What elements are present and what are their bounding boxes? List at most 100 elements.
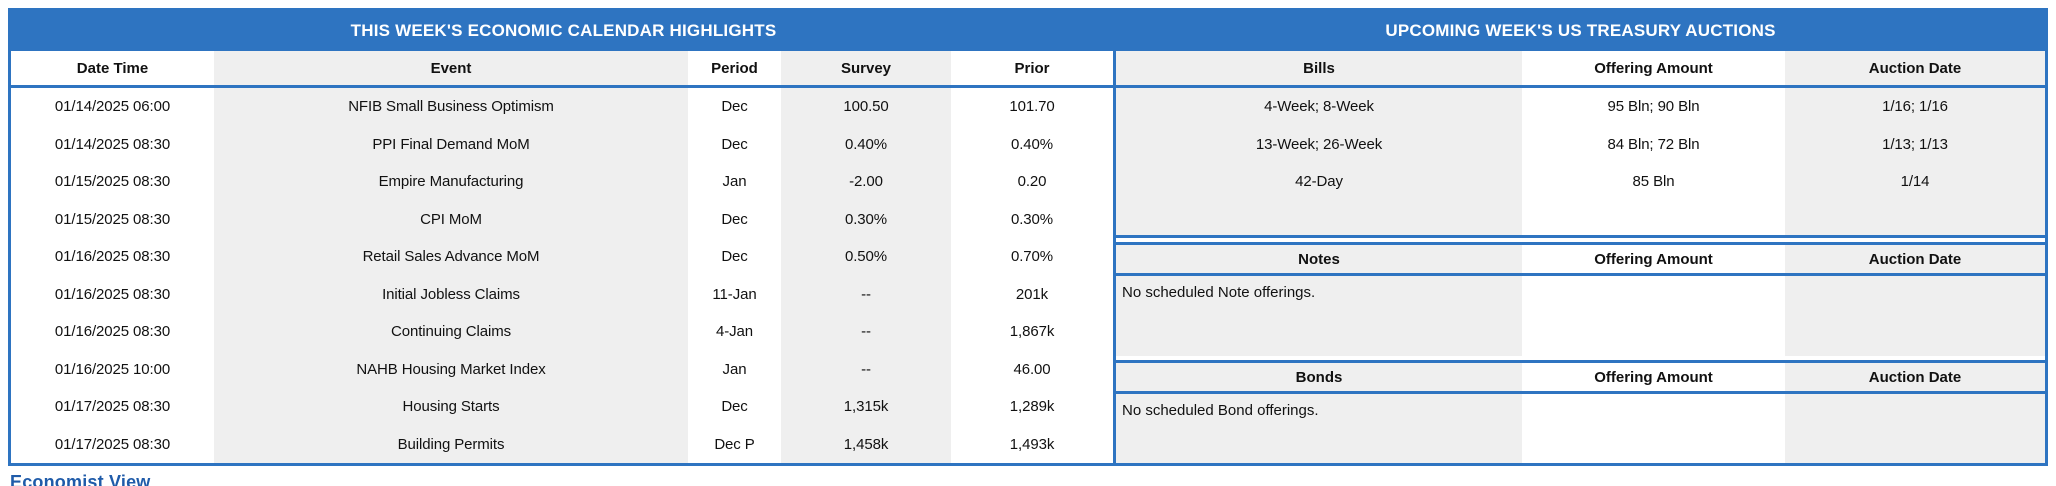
table-cell: 11-Jan — [712, 285, 757, 303]
treasury-auctions-title: UPCOMING WEEK'S US TREASURY AUCTIONS — [1385, 21, 1776, 40]
col-header-auction-date: Auction Date — [1868, 250, 1962, 268]
table-cell: 01/16/2025 08:30 — [54, 285, 171, 303]
calendar-auctions-panel: THIS WEEK'S ECONOMIC CALENDAR HIGHLIGHTS… — [8, 8, 2048, 466]
table-cell: 01/14/2025 06:00 — [54, 98, 171, 116]
table-cell: 4-Week; 8-Week — [1264, 98, 1374, 116]
table-cell: Housing Starts — [402, 398, 500, 416]
table-cell: 1,315k — [843, 398, 889, 416]
table-cell: 1,458k — [843, 435, 889, 453]
table-cell: 1,867k — [1009, 323, 1055, 341]
section-gap — [1116, 238, 2045, 242]
table-cell: Dec P — [714, 435, 755, 453]
col-header-event: Event — [430, 59, 472, 77]
col-header-auction-date: Auction Date — [1868, 368, 1962, 386]
table-cell: 101.70 — [1009, 98, 1055, 116]
table-cell: 01/14/2025 08:30 — [54, 135, 171, 153]
treasury-auctions-body: 4-Week; 8-Week 95 Bln; 90 Bln 1/16; 1/16 13… — [1116, 88, 2045, 463]
table-row: 01/17/2025 08:30 Housing Starts Dec 1,315k 1… — [11, 388, 1113, 426]
notes-empty-message: No scheduled Note offerings. — [1122, 284, 1316, 301]
col-header-notes: Notes — [1298, 250, 1340, 268]
col-header-survey: Survey — [840, 59, 892, 77]
table-cell: 0.40% — [1010, 135, 1054, 153]
table-row: 01/17/2025 08:30 Building Permits Dec P 1,4… — [11, 426, 1113, 464]
bonds-empty-message: No scheduled Bond offerings. — [1122, 402, 1319, 419]
table-cell: CPI MoM — [420, 210, 482, 228]
economic-calendar-table: 01/14/2025 06:00 NFIB Small Business Opti… — [11, 88, 1113, 463]
col-header-auction-date: Auction Date — [1868, 59, 1962, 77]
table-cell: NFIB Small Business Optimism — [348, 98, 554, 116]
table-cell: Jan — [722, 173, 747, 191]
table-cell: 1,289k — [1009, 398, 1055, 416]
table-cell: 01/16/2025 08:30 — [54, 248, 171, 266]
table-cell: PPI Final Demand MoM — [372, 135, 530, 153]
table-cell: 201k — [1015, 285, 1049, 303]
economist-view-label: Economist View — [10, 472, 151, 486]
table-cell: NAHB Housing Market Index — [356, 360, 546, 378]
table-row: 01/15/2025 08:30 CPI MoM Dec 0.30% 0.30% — [11, 201, 1113, 239]
table-row: 01/16/2025 08:30 Continuing Claims 4-Jan --… — [11, 313, 1113, 351]
table-row: 42-Day 85 Bln 1/14 — [1116, 163, 2045, 201]
bills-table: 4-Week; 8-Week 95 Bln; 90 Bln 1/16; 1/16 13… — [1116, 88, 2045, 238]
table-row: 01/16/2025 10:00 NAHB Housing Market Inde… — [11, 351, 1113, 389]
table-row: 01/15/2025 08:30 Empire Manufacturing Jan -… — [11, 163, 1113, 201]
table-cell: 95 Bln; 90 Bln — [1607, 98, 1700, 116]
table-cell: -- — [861, 285, 871, 303]
table-cell: 0.30% — [1010, 210, 1054, 228]
table-cell: 4-Jan — [715, 323, 754, 341]
table-cell: 01/15/2025 08:30 — [54, 173, 171, 191]
table-row: 01/16/2025 08:30 Retail Sales Advance MoM… — [11, 238, 1113, 276]
table-cell: 0.70% — [1010, 248, 1054, 266]
table-row: 13-Week; 26-Week 84 Bln; 72 Bln 1/13; 1/13 — [1116, 126, 2045, 164]
table-row: 01/14/2025 08:30 PPI Final Demand MoM Dec 0… — [11, 126, 1113, 164]
table-cell: 1/14 — [1900, 173, 1930, 191]
table-cell: Dec — [721, 135, 748, 153]
col-header-offering-amount: Offering Amount — [1594, 59, 1713, 77]
col-header-bonds: Bonds — [1295, 368, 1343, 386]
table-cell: 84 Bln; 72 Bln — [1607, 135, 1700, 153]
notes-subheader: Notes Offering Amount Auction Date — [1116, 242, 2045, 276]
bonds-subheader: Bonds Offering Amount Auction Date — [1116, 360, 2045, 394]
panel-body: 01/14/2025 06:00 NFIB Small Business Opti… — [11, 88, 2045, 463]
economic-calendar-header: Date Time Event Period Survey Prior — [11, 51, 1113, 85]
table-cell: -- — [861, 323, 871, 341]
table-cell: 0.20 — [1017, 173, 1047, 191]
table-cell: 0.50% — [844, 248, 888, 266]
section-gap — [1116, 356, 2045, 360]
table-cell: Dec — [721, 98, 748, 116]
col-header-period: Period — [711, 59, 758, 77]
table-cell: 46.00 — [1013, 360, 1051, 378]
col-header-prior: Prior — [1014, 59, 1050, 77]
notes-empty-row: No scheduled Note offerings. — [1116, 276, 2045, 356]
table-cell: 01/17/2025 08:30 — [54, 435, 171, 453]
table-cell: Retail Sales Advance MoM — [362, 248, 540, 266]
table-cell: Jan — [722, 360, 747, 378]
table-cell: Initial Jobless Claims — [382, 285, 520, 303]
table-row: 4-Week; 8-Week 95 Bln; 90 Bln 1/16; 1/16 — [1116, 88, 2045, 126]
table-cell: 01/17/2025 08:30 — [54, 398, 171, 416]
table-cell: Continuing Claims — [390, 323, 512, 341]
table-cell: 1/16; 1/16 — [1882, 98, 1948, 116]
economic-calendar-title: THIS WEEK'S ECONOMIC CALENDAR HIGHLIGHTS — [350, 21, 777, 40]
table-cell: 0.30% — [844, 210, 888, 228]
table-cell: Empire Manufacturing — [378, 173, 524, 191]
header-row: Date Time Event Period Survey Prior Bill… — [11, 51, 2045, 88]
col-header-bills: Bills — [1303, 59, 1335, 77]
title-band: THIS WEEK'S ECONOMIC CALENDAR HIGHLIGHTS… — [11, 11, 2045, 51]
table-cell: Dec — [721, 398, 748, 416]
table-cell: 100.50 — [843, 98, 889, 116]
table-cell: -2.00 — [849, 173, 883, 191]
table-cell: 1/13; 1/13 — [1882, 135, 1948, 153]
table-row: 01/16/2025 08:30 Initial Jobless Claims 11… — [11, 276, 1113, 314]
table-cell: 01/16/2025 10:00 — [54, 360, 171, 378]
table-cell: 85 Bln — [1632, 173, 1675, 191]
table-cell: -- — [861, 360, 871, 378]
table-cell: Building Permits — [397, 435, 505, 453]
column-divider — [1113, 51, 1116, 85]
column-divider — [1113, 88, 1116, 463]
table-cell: 01/15/2025 08:30 — [54, 210, 171, 228]
col-header-date-time: Date Time — [76, 59, 149, 77]
table-cell: Dec — [721, 210, 748, 228]
table-row: 01/14/2025 06:00 NFIB Small Business Opti… — [11, 88, 1113, 126]
table-cell: 1,493k — [1009, 435, 1055, 453]
